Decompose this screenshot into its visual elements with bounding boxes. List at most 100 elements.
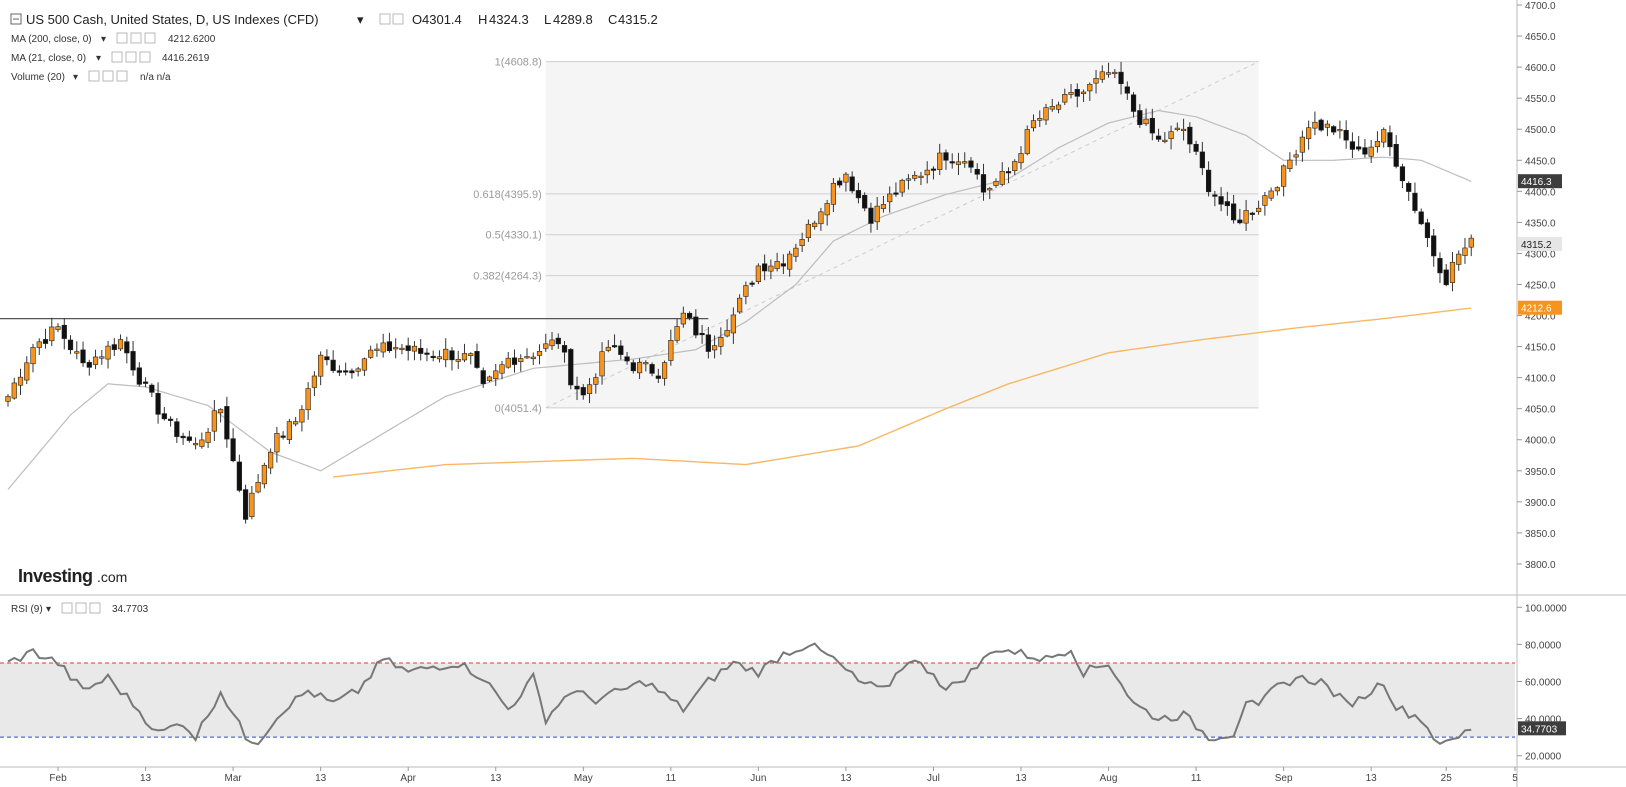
candle-body bbox=[974, 169, 980, 175]
volume-remove-icon[interactable] bbox=[116, 70, 128, 82]
candle-body bbox=[336, 370, 343, 373]
candle-body bbox=[1349, 141, 1356, 150]
rsi-visibility-icon[interactable] bbox=[61, 602, 73, 614]
candle-body bbox=[455, 359, 461, 362]
candle-body bbox=[136, 367, 142, 385]
candle-body bbox=[1306, 127, 1312, 139]
ma200-remove-icon[interactable] bbox=[144, 32, 156, 44]
rsi-dropdown-icon[interactable]: ▾ bbox=[46, 604, 51, 615]
ma200-value: 4212.6200 bbox=[168, 34, 216, 45]
candle-body bbox=[349, 370, 355, 374]
symbol-title: US 500 Cash, United States, D, US Indexe… bbox=[26, 12, 319, 27]
candle-body bbox=[1030, 120, 1037, 129]
candle-body bbox=[386, 341, 393, 352]
ma200-dropdown-icon[interactable]: ▾ bbox=[101, 34, 106, 45]
candle-body bbox=[536, 350, 543, 356]
candle-body bbox=[1062, 94, 1068, 103]
candle-body bbox=[987, 188, 993, 191]
rsi-remove-icon[interactable] bbox=[89, 602, 101, 614]
chart-legend: US 500 Cash, United States, D, US Indexe… bbox=[10, 12, 658, 615]
candle-body bbox=[374, 348, 380, 351]
ma21-dropdown-icon[interactable]: ▾ bbox=[96, 53, 101, 64]
symbol-visibility-icon[interactable] bbox=[379, 13, 391, 25]
candle-body bbox=[824, 203, 830, 216]
candle-body bbox=[593, 377, 599, 385]
candle-body bbox=[1080, 91, 1087, 95]
candle-body bbox=[768, 265, 774, 272]
price-tick-label: 4600.0 bbox=[1525, 63, 1556, 74]
candle-body bbox=[1037, 118, 1043, 121]
candle-body bbox=[949, 161, 955, 164]
time-tick-label: Jul bbox=[927, 773, 940, 784]
candle-body bbox=[712, 345, 718, 351]
candle-body bbox=[1262, 195, 1268, 206]
ma200-visibility-icon[interactable] bbox=[116, 32, 128, 44]
candle-body bbox=[361, 358, 368, 371]
candle-body bbox=[1381, 129, 1387, 143]
time-tick-label: Aug bbox=[1100, 773, 1118, 784]
price-tick-label: 4700.0 bbox=[1525, 1, 1556, 12]
volume-settings-icon[interactable] bbox=[102, 70, 114, 82]
logo-bold-text: Investing bbox=[18, 566, 93, 586]
candle-body bbox=[480, 370, 486, 384]
candle-body bbox=[780, 263, 786, 267]
symbol-settings-icon[interactable] bbox=[392, 13, 404, 25]
candle-body bbox=[511, 357, 518, 365]
candle-body bbox=[474, 351, 480, 368]
rsi-settings-icon[interactable] bbox=[75, 602, 87, 614]
candle-body bbox=[224, 406, 230, 440]
candle-body bbox=[461, 353, 468, 361]
ma21-visibility-icon[interactable] bbox=[111, 51, 123, 63]
candle-body bbox=[1368, 146, 1374, 157]
candle-body bbox=[599, 351, 605, 377]
candle-body bbox=[699, 332, 705, 336]
ma21-value: 4416.2619 bbox=[162, 53, 210, 64]
candle-body bbox=[1005, 171, 1012, 174]
candle-body bbox=[1387, 132, 1393, 148]
candle-body bbox=[755, 265, 761, 282]
candle-body bbox=[937, 152, 943, 170]
candle-body bbox=[1268, 190, 1274, 199]
ma21-settings-icon[interactable] bbox=[125, 51, 137, 63]
candle-body bbox=[1293, 154, 1299, 158]
candle-body bbox=[199, 439, 205, 447]
candle-body bbox=[837, 180, 843, 186]
candle-body bbox=[67, 339, 74, 351]
time-tick-label: Mar bbox=[224, 773, 242, 784]
candle-body bbox=[36, 341, 42, 348]
candle-body bbox=[124, 341, 130, 354]
rsi-line bbox=[7, 642, 1472, 746]
symbol-dropdown-icon[interactable]: ▾ bbox=[357, 12, 364, 27]
ma21-remove-icon[interactable] bbox=[139, 51, 151, 63]
candle-body bbox=[624, 356, 630, 362]
candle-body bbox=[1162, 139, 1168, 142]
candle-body bbox=[368, 349, 374, 358]
time-tick-label: Jun bbox=[750, 773, 766, 784]
rsi-tick-label: 40.0000 bbox=[1525, 715, 1562, 726]
candle-body bbox=[1212, 194, 1218, 197]
volume-dropdown-icon[interactable]: ▾ bbox=[73, 72, 78, 83]
candle-body bbox=[255, 482, 261, 493]
candle-body bbox=[318, 354, 324, 377]
price-tick-label: 4250.0 bbox=[1525, 280, 1556, 291]
candle-body bbox=[99, 356, 105, 359]
candle-body bbox=[1193, 143, 1199, 152]
candle-body bbox=[74, 351, 80, 354]
time-tick-label: 13 bbox=[840, 773, 852, 784]
candle-body bbox=[1318, 119, 1324, 131]
candle-body bbox=[1281, 165, 1287, 187]
ma200-settings-icon[interactable] bbox=[130, 32, 142, 44]
candle-body bbox=[167, 418, 174, 421]
candle-body bbox=[893, 192, 899, 195]
candle-body bbox=[887, 193, 893, 203]
candle-body bbox=[11, 382, 17, 399]
candle-body bbox=[1231, 203, 1237, 221]
candle-body bbox=[1099, 71, 1105, 80]
candle-body bbox=[117, 339, 124, 350]
volume-visibility-icon[interactable] bbox=[88, 70, 100, 82]
candle-body bbox=[80, 349, 86, 364]
ma200-label: MA (200, close, 0) bbox=[11, 34, 92, 45]
candle-body bbox=[830, 182, 837, 205]
candle-body bbox=[399, 347, 405, 350]
candle-body bbox=[1362, 147, 1368, 155]
